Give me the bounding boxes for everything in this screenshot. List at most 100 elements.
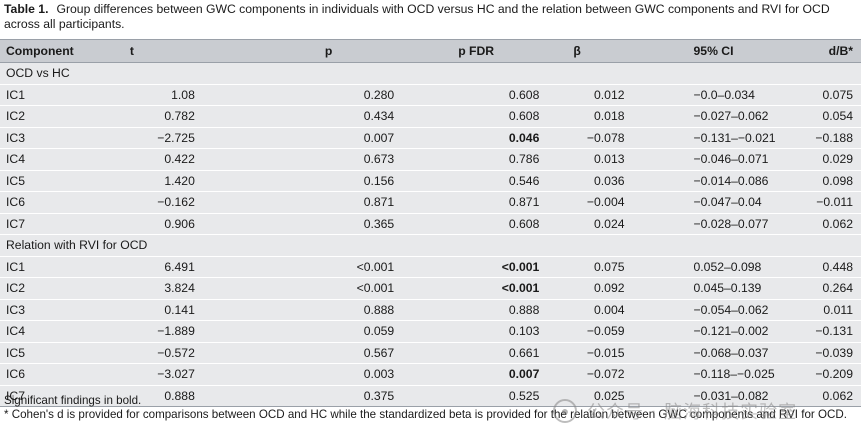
cell-effect-size: −0.039 xyxy=(815,342,861,364)
header-beta: β xyxy=(543,39,631,63)
cell-beta: 0.013 xyxy=(543,148,631,170)
cell-p-fdr: 0.608 xyxy=(398,105,544,127)
cell-effect-size: 0.062 xyxy=(815,385,861,407)
table-row: IC5 −0.572 0.567 0.661 −0.015 −0.068–0.037 −0.… xyxy=(0,342,861,364)
cell-t: −0.572 xyxy=(121,342,203,364)
cell-beta: 0.075 xyxy=(543,256,631,278)
cell-p-fdr: 0.007 xyxy=(398,363,544,385)
cell-p-fdr: 0.525 xyxy=(398,385,544,407)
cell-t: −0.162 xyxy=(121,191,203,213)
cell-p-fdr: 0.046 xyxy=(398,127,544,149)
table-row: IC4 0.422 0.673 0.786 0.013 −0.046–0.071 0.029 xyxy=(0,148,861,170)
table-header-row: Component t p p FDR β 95% CI d/B* xyxy=(0,39,861,63)
cell-ci: −0.046–0.071 xyxy=(630,148,816,170)
cell-ci: 0.045–0.139 xyxy=(630,277,816,299)
section-header-row: OCD vs HC xyxy=(0,62,861,84)
cell-effect-size: 0.098 xyxy=(815,170,861,192)
cell-p-fdr: 0.786 xyxy=(398,148,544,170)
cell-ci: 0.052–0.098 xyxy=(630,256,816,278)
cell-effect-size: 0.011 xyxy=(815,299,861,321)
cell-effect-size: 0.029 xyxy=(815,148,861,170)
table-row: IC2 3.824 <0.001 <0.001 0.092 0.045–0.139 0.26… xyxy=(0,277,861,299)
table-body: OCD vs HC IC1 1.08 0.280 0.608 0.012 −0.0–0.03… xyxy=(0,62,861,407)
cell-p-fdr: 0.546 xyxy=(398,170,544,192)
cell-ci: −0.0–0.034 xyxy=(630,84,816,106)
cell-beta: 0.036 xyxy=(543,170,631,192)
results-table: Component t p p FDR β 95% CI d/B* OCD vs… xyxy=(0,39,861,407)
cell-t: 0.141 xyxy=(121,299,203,321)
cell-beta: −0.004 xyxy=(543,191,631,213)
section-header-row: Relation with RVI for OCD xyxy=(0,234,861,256)
table-row: IC3 0.141 0.888 0.888 0.004 −0.054–0.062 0.011 xyxy=(0,299,861,321)
cell-t: 0.422 xyxy=(121,148,203,170)
cell-p: 0.434 xyxy=(202,105,399,127)
cell-beta: −0.059 xyxy=(543,320,631,342)
cell-effect-size: 0.054 xyxy=(815,105,861,127)
table-footer: Significant findings in bold. * Cohen's … xyxy=(4,394,859,422)
cell-t: 6.491 xyxy=(121,256,203,278)
cell-p: 0.375 xyxy=(202,385,399,407)
cell-p: <0.001 xyxy=(202,256,399,278)
cell-beta: 0.024 xyxy=(543,213,631,235)
cell-component: IC7 xyxy=(0,385,122,407)
caption-text: Group differences between GWC components… xyxy=(4,2,830,31)
cell-p: 0.365 xyxy=(202,213,399,235)
cell-component: IC3 xyxy=(0,299,122,321)
cell-p: 0.888 xyxy=(202,299,399,321)
cell-component: IC5 xyxy=(0,170,122,192)
cell-effect-size: −0.188 xyxy=(815,127,861,149)
cell-component: IC2 xyxy=(0,105,122,127)
table-row: IC7 0.888 0.375 0.525 0.025 −0.031–0.082 0.062 xyxy=(0,385,861,407)
cell-effect-size: 0.075 xyxy=(815,84,861,106)
table-row: IC7 0.906 0.365 0.608 0.024 −0.028–0.077 0.062 xyxy=(0,213,861,235)
cell-p: 0.007 xyxy=(202,127,399,149)
cell-p-fdr: 0.661 xyxy=(398,342,544,364)
cell-ci: −0.131–−0.021 xyxy=(630,127,816,149)
header-effect-size: d/B* xyxy=(815,39,861,63)
cell-component: IC1 xyxy=(0,84,122,106)
cell-p: <0.001 xyxy=(202,277,399,299)
cell-beta: 0.025 xyxy=(543,385,631,407)
header-ci: 95% CI xyxy=(630,39,816,63)
cell-ci: −0.054–0.062 xyxy=(630,299,816,321)
header-p: p xyxy=(202,39,399,63)
table-row: IC3 −2.725 0.007 0.046 −0.078 −0.131–−0.021 −0… xyxy=(0,127,861,149)
footnote-significance: Significant findings in bold. xyxy=(4,394,142,407)
cell-t: −3.027 xyxy=(121,363,203,385)
cell-p-fdr: 0.608 xyxy=(398,213,544,235)
cell-t: 3.824 xyxy=(121,277,203,299)
cell-ci: −0.031–0.082 xyxy=(630,385,816,407)
header-p-fdr: p FDR xyxy=(398,39,544,63)
cell-effect-size: −0.011 xyxy=(815,191,861,213)
cell-p-fdr: <0.001 xyxy=(398,277,544,299)
cell-effect-size: −0.209 xyxy=(815,363,861,385)
cell-effect-size: 0.448 xyxy=(815,256,861,278)
cell-p: 0.003 xyxy=(202,363,399,385)
cell-p-fdr: <0.001 xyxy=(398,256,544,278)
cell-effect-size: 0.062 xyxy=(815,213,861,235)
cell-beta: −0.015 xyxy=(543,342,631,364)
table-row: IC2 0.782 0.434 0.608 0.018 −0.027–0.062 0.054 xyxy=(0,105,861,127)
cell-t: 0.782 xyxy=(121,105,203,127)
cell-effect-size: −0.131 xyxy=(815,320,861,342)
cell-p: 0.567 xyxy=(202,342,399,364)
cell-ci: −0.047–0.04 xyxy=(630,191,816,213)
cell-ci: −0.027–0.062 xyxy=(630,105,816,127)
table-row: IC1 6.491 <0.001 <0.001 0.075 0.052–0.098 0.44… xyxy=(0,256,861,278)
cell-p: 0.673 xyxy=(202,148,399,170)
cell-t: −2.725 xyxy=(121,127,203,149)
cell-t: 0.906 xyxy=(121,213,203,235)
cell-ci: −0.014–0.086 xyxy=(630,170,816,192)
cell-t: −1.889 xyxy=(121,320,203,342)
cell-component: IC2 xyxy=(0,277,122,299)
table-caption: Table 1. Group differences between GWC co… xyxy=(4,2,854,32)
cell-t: 1.420 xyxy=(121,170,203,192)
cell-p: 0.280 xyxy=(202,84,399,106)
cell-t: 1.08 xyxy=(121,84,203,106)
cell-beta: −0.072 xyxy=(543,363,631,385)
cell-p-fdr: 0.608 xyxy=(398,84,544,106)
cell-component: IC5 xyxy=(0,342,122,364)
cell-beta: 0.092 xyxy=(543,277,631,299)
cell-p: 0.156 xyxy=(202,170,399,192)
header-component: Component xyxy=(0,39,122,63)
